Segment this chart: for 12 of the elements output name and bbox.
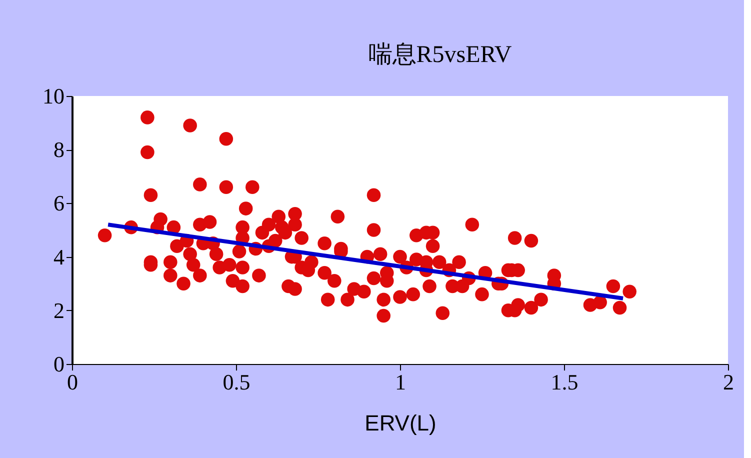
- y-tick-label: 10: [42, 84, 64, 108]
- y-tick-label: 8: [54, 137, 64, 162]
- x-tick-label: 1.5: [550, 370, 578, 394]
- x-tick-label: 2: [723, 370, 734, 394]
- x-tick-label: 1: [395, 370, 406, 394]
- x-tick-label: 0.5: [222, 370, 250, 394]
- y-tick-label: 4: [54, 244, 64, 270]
- y-tick-label: 6: [54, 190, 64, 216]
- chart-title: 喘息R5vsERV: [368, 42, 512, 68]
- x-axis-title: ERV(L): [364, 410, 436, 436]
- y-tick-label: 0: [54, 352, 64, 376]
- y-tick-label: 2: [54, 298, 64, 323]
